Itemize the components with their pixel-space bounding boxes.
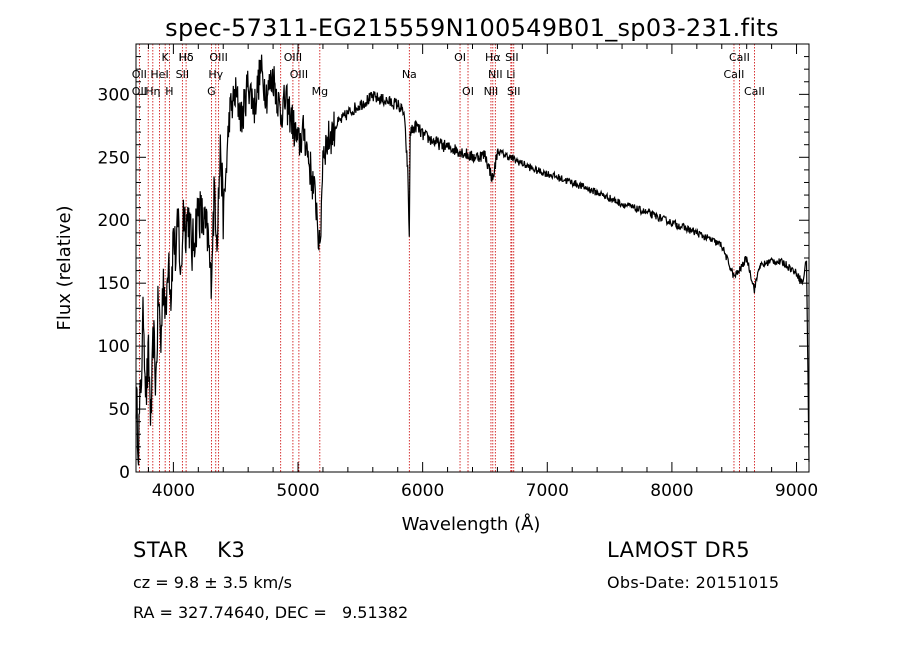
line-label-11: SII: [176, 68, 189, 81]
plot-frame: [135, 43, 810, 473]
line-label-0: Hδ: [179, 51, 194, 64]
line-label-4: OIII: [284, 51, 302, 64]
line-label-12: Hγ: [208, 68, 223, 81]
line-label-6: Hα: [485, 51, 501, 64]
y-tick-label-4: 200: [98, 211, 130, 231]
x-tick-label-0: 4000: [152, 481, 195, 501]
line-label-3: OIII: [209, 51, 227, 64]
y-tick-label-6: 300: [98, 85, 130, 105]
line-label-16: Li: [506, 68, 515, 81]
line-label-17: CaII: [724, 68, 745, 81]
x-tick-label-1: 5000: [276, 481, 319, 501]
line-label-20: H: [165, 85, 173, 98]
line-label-2: Hδ: [179, 51, 194, 64]
line-label-8: CaII: [729, 51, 750, 64]
line-label-9: OII: [132, 68, 147, 81]
line-label-23: OI: [462, 85, 474, 98]
line-label-15: NII: [488, 68, 503, 81]
coordinates-label: RA = 327.74640, DEC = 9.51382: [133, 603, 409, 622]
x-axis-label: Wavelength (Å): [402, 513, 541, 535]
y-tick-label-5: 250: [98, 148, 130, 168]
line-label-24: NII: [484, 85, 499, 98]
survey-label: LAMOST DR5: [607, 538, 751, 562]
y-tick-label-0: 0: [119, 463, 130, 483]
y-tick-label-3: 150: [98, 274, 130, 294]
spectrum-chart: spec-57311-EG215559N100549B01_sp03-231.f…: [54, 14, 818, 535]
line-label-19: Hη: [145, 85, 160, 98]
line-label-7: SII: [505, 51, 518, 64]
line-label-25: SII: [507, 85, 520, 98]
object-class-label: STAR K3: [133, 538, 246, 562]
x-tick-label-4: 8000: [650, 481, 693, 501]
line-label-10: HeI: [150, 68, 168, 81]
y-tick-label-2: 100: [98, 337, 130, 357]
redshift-label: cz = 9.8 ± 3.5 km/s: [133, 573, 292, 592]
line-label-14: Na: [402, 68, 417, 81]
x-tick-label-2: 6000: [401, 481, 444, 501]
line-label-22: Mg: [312, 85, 328, 98]
spectrum-series-line: [135, 54, 810, 466]
line-label-1: K: [162, 51, 170, 64]
x-axis-ticks: 4000 5000 6000 7000 8000 9000: [147, 44, 818, 501]
line-label-21: G: [207, 85, 216, 98]
y-axis-ticks: 0 50 100 150 200 250 300: [98, 56, 809, 483]
line-label-13: OIII: [290, 68, 308, 81]
y-axis-label: Flux (relative): [54, 205, 75, 330]
y-tick-label-1: 50: [108, 400, 130, 420]
chart-title: spec-57311-EG215559N100549B01_sp03-231.f…: [165, 14, 779, 42]
x-tick-label-3: 7000: [526, 481, 569, 501]
obs-date-label: Obs-Date: 20151015: [607, 573, 780, 592]
x-tick-label-5: 9000: [775, 481, 818, 501]
line-label-5: OI: [454, 51, 466, 64]
line-label-26: CaII: [744, 85, 765, 98]
